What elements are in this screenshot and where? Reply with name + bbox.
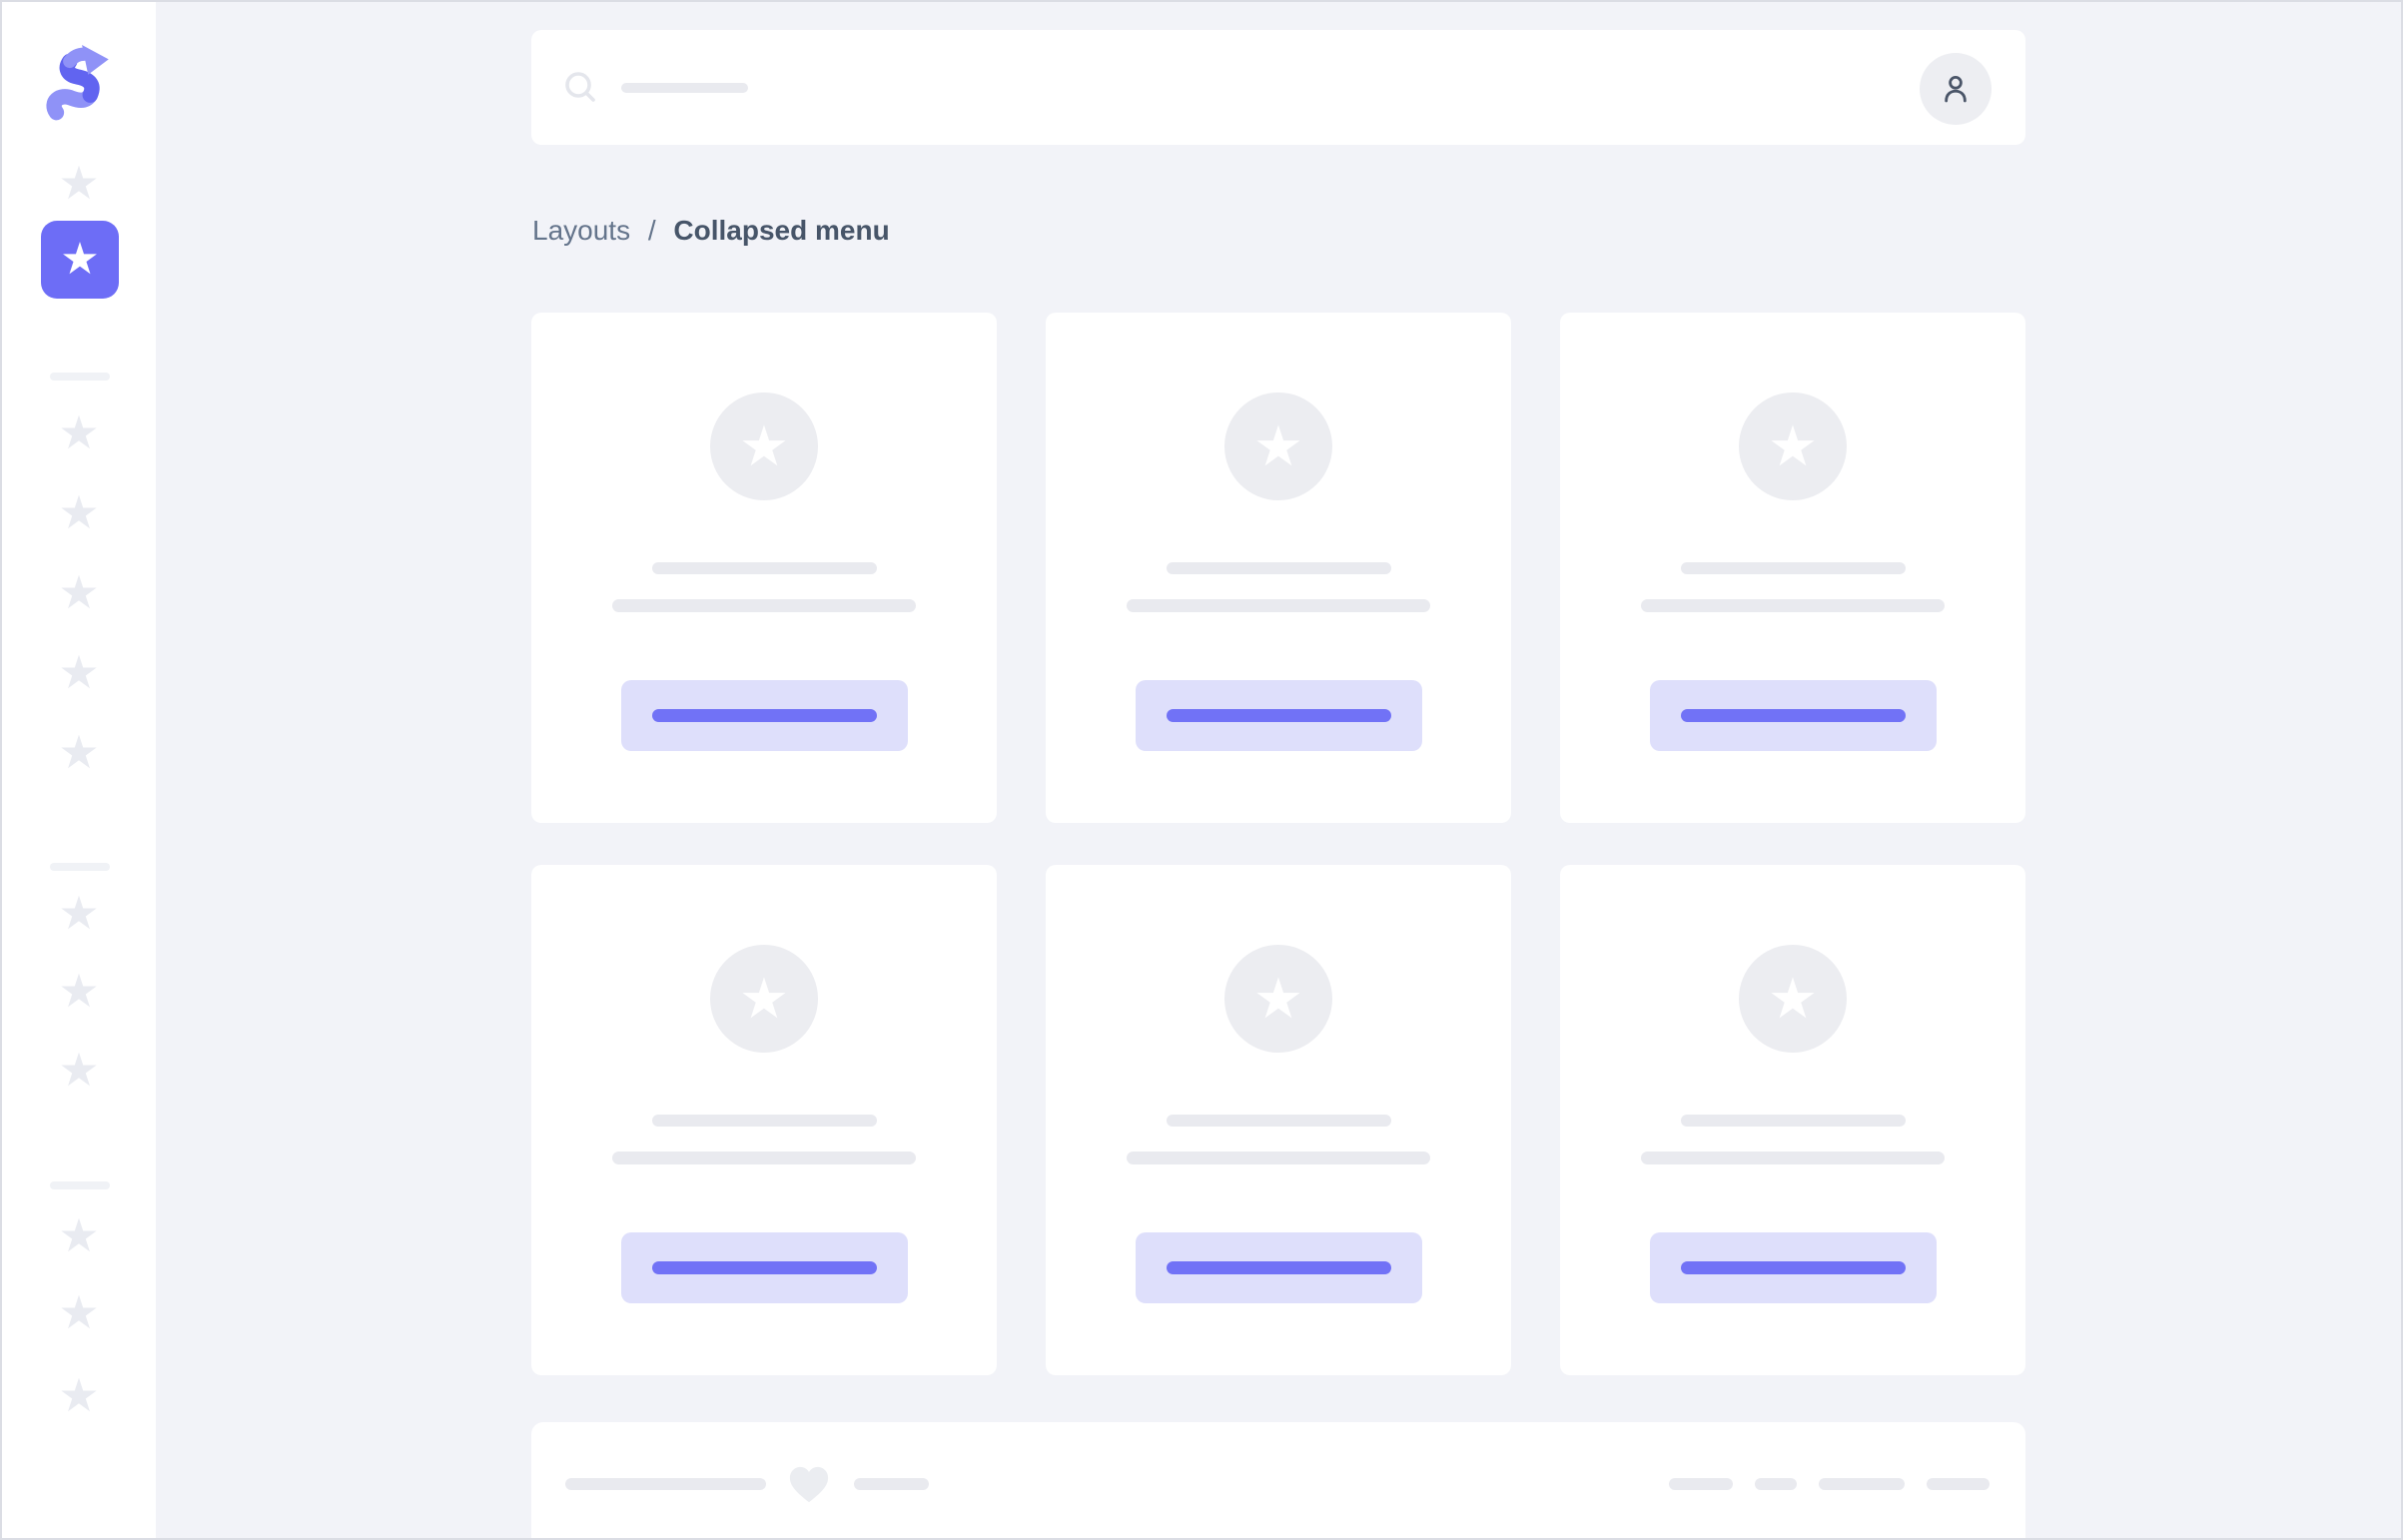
- breadcrumb-current: Collapsed menu: [673, 215, 890, 246]
- button-label-placeholder: [651, 709, 877, 722]
- button-label-placeholder: [1680, 709, 1906, 722]
- content-card: ★: [1046, 313, 1511, 823]
- star-icon: ★: [738, 966, 790, 1032]
- card-action-button[interactable]: [1135, 1232, 1422, 1303]
- sidebar-item[interactable]: ★: [2, 883, 156, 943]
- button-label-placeholder: [1680, 1261, 1906, 1274]
- breadcrumb-separator: /: [647, 215, 656, 246]
- card-action-button[interactable]: [620, 1232, 908, 1303]
- list-line-placeholder: [854, 1478, 929, 1490]
- list-dash-placeholder: [1927, 1478, 1990, 1490]
- sidebar-divider: [50, 863, 110, 871]
- content-card: ★: [1046, 865, 1511, 1375]
- card-action-button[interactable]: [1649, 680, 1937, 751]
- card-title-placeholder: [651, 562, 877, 574]
- sidebar: ★ ★ ★ ★ ★ ★ ★ ★ ★ ★ ★ ★ ★: [2, 2, 156, 1538]
- card-title-placeholder: [1166, 1115, 1391, 1127]
- card-subtitle-placeholder: [1127, 599, 1430, 612]
- card-avatar: ★: [1224, 392, 1332, 500]
- logo-button[interactable]: [2, 44, 156, 128]
- card-subtitle-placeholder: [1127, 1152, 1430, 1164]
- search-icon: [565, 72, 595, 102]
- star-icon: ★: [58, 1368, 100, 1422]
- sidebar-item[interactable]: ★: [2, 1282, 156, 1342]
- card-subtitle-placeholder: [1641, 599, 1945, 612]
- content-card: ★: [1560, 313, 2025, 823]
- card-subtitle-placeholder: [612, 1152, 916, 1164]
- sidebar-item[interactable]: ★: [2, 402, 156, 462]
- card-action-button[interactable]: [1649, 1232, 1937, 1303]
- card-action-button[interactable]: [620, 680, 908, 751]
- star-icon: ★: [58, 1285, 100, 1339]
- s-arrow-logo-icon: [46, 45, 109, 121]
- star-icon: ★: [58, 645, 100, 699]
- star-icon: ★: [58, 1043, 100, 1097]
- avatar-button[interactable]: [1920, 53, 1992, 125]
- sidebar-item[interactable]: ★: [2, 642, 156, 702]
- sidebar-item[interactable]: ★: [2, 1365, 156, 1425]
- star-icon: ★: [1767, 413, 1819, 479]
- star-icon: ★: [1252, 966, 1304, 1032]
- sidebar-item-active[interactable]: ★: [41, 221, 119, 299]
- list-dash-placeholder: [1669, 1478, 1733, 1490]
- star-icon: ★: [58, 886, 100, 940]
- sidebar-item[interactable]: ★: [2, 482, 156, 542]
- card-title-placeholder: [1166, 562, 1391, 574]
- heart-icon[interactable]: [787, 1464, 831, 1504]
- search-placeholder-bar: [621, 83, 748, 93]
- card-avatar: ★: [1739, 392, 1847, 500]
- star-icon: ★: [58, 565, 100, 619]
- list-line-placeholder: [565, 1478, 766, 1490]
- card-action-button[interactable]: [1135, 680, 1422, 751]
- content-card: ★: [531, 313, 997, 823]
- button-label-placeholder: [651, 1261, 877, 1274]
- sidebar-item[interactable]: ★: [2, 722, 156, 782]
- sidebar-item[interactable]: ★: [2, 153, 156, 213]
- list-dash-placeholder: [1819, 1478, 1905, 1490]
- content-card: ★: [531, 865, 997, 1375]
- card-title-placeholder: [1680, 562, 1906, 574]
- sidebar-item[interactable]: ★: [2, 1040, 156, 1100]
- card-avatar: ★: [710, 392, 818, 500]
- star-icon: ★: [58, 725, 100, 779]
- star-icon: ★: [60, 234, 100, 285]
- user-icon: [1945, 75, 1967, 103]
- breadcrumb: Layouts / Collapsed menu: [532, 214, 890, 248]
- sidebar-item[interactable]: ★: [2, 1205, 156, 1265]
- list-dash-placeholder: [1755, 1478, 1797, 1490]
- sidebar-item[interactable]: ★: [2, 562, 156, 622]
- breadcrumb-link-layouts[interactable]: Layouts: [532, 215, 631, 246]
- card-avatar: ★: [1739, 945, 1847, 1053]
- card-subtitle-placeholder: [1641, 1152, 1945, 1164]
- star-icon: ★: [58, 405, 100, 459]
- star-icon: ★: [58, 964, 100, 1018]
- content-card: ★: [1560, 865, 2025, 1375]
- card-title-placeholder: [1680, 1115, 1906, 1127]
- button-label-placeholder: [1166, 709, 1391, 722]
- star-icon: ★: [58, 1208, 100, 1262]
- card-avatar: ★: [710, 945, 818, 1053]
- star-icon: ★: [1252, 413, 1304, 479]
- sidebar-item[interactable]: ★: [2, 961, 156, 1021]
- star-icon: ★: [58, 485, 100, 539]
- button-label-placeholder: [1166, 1261, 1391, 1274]
- card-title-placeholder: [651, 1115, 877, 1127]
- header-bar: [531, 30, 2025, 145]
- sidebar-divider: [50, 1181, 110, 1189]
- card-avatar: ★: [1224, 945, 1332, 1053]
- search-input[interactable]: [531, 30, 1230, 145]
- star-icon: ★: [1767, 966, 1819, 1032]
- card-grid-row: ★ ★ ★: [531, 865, 2025, 1375]
- star-icon: ★: [738, 413, 790, 479]
- card-subtitle-placeholder: [612, 599, 916, 612]
- star-icon: ★: [58, 156, 100, 210]
- card-grid-row: ★ ★ ★: [531, 313, 2025, 823]
- sidebar-divider: [50, 373, 110, 381]
- list-card: [531, 1422, 2025, 1538]
